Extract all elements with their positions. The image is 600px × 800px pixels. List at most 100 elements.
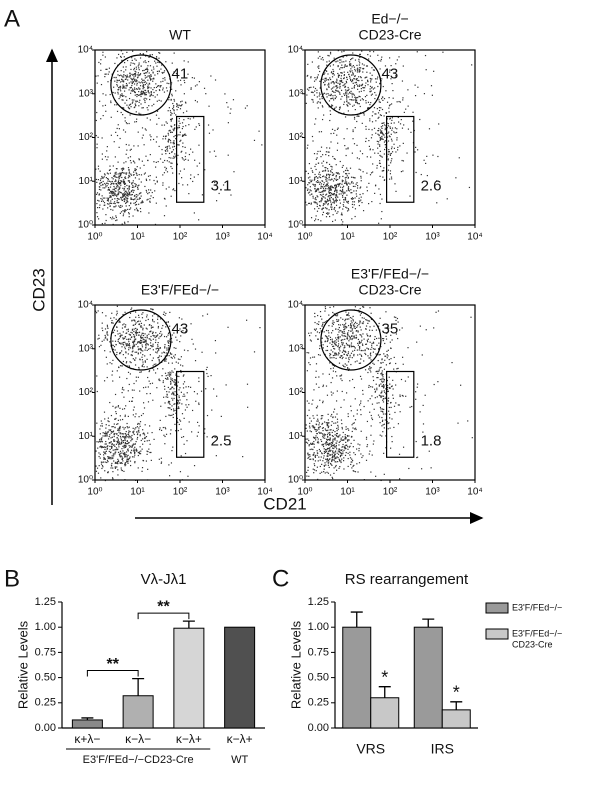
event-dot: [107, 334, 109, 336]
event-dot: [328, 444, 330, 446]
event-dot: [338, 331, 340, 333]
event-dot: [331, 325, 333, 327]
event-dot: [153, 161, 155, 163]
event-dot: [345, 327, 347, 329]
event-dot: [131, 400, 133, 402]
event-dot: [114, 80, 116, 82]
event-dot: [330, 201, 332, 203]
y-tick-label: 10²: [79, 387, 94, 398]
event-dot: [121, 95, 124, 97]
event-dot: [356, 448, 358, 450]
event-dot: [322, 78, 324, 80]
event-dot: [174, 368, 176, 370]
event-dot: [121, 196, 123, 198]
event-dot: [132, 340, 134, 342]
event-dot: [339, 455, 342, 458]
event-dot: [343, 468, 345, 470]
event-dot: [171, 380, 173, 382]
event-dot: [331, 476, 333, 478]
event-dot: [334, 206, 336, 209]
event-dot: [327, 338, 329, 340]
event-dot: [325, 154, 327, 156]
event-dot: [345, 65, 347, 67]
event-dot: [105, 336, 107, 338]
event-dot: [194, 360, 197, 362]
event-dot: [386, 357, 388, 359]
event-dot: [149, 79, 152, 81]
event-dot: [145, 435, 148, 438]
event-dot: [123, 107, 125, 109]
event-dot: [146, 68, 148, 70]
event-dot: [137, 376, 139, 378]
event-dot: [171, 386, 174, 388]
event-dot: [359, 444, 361, 446]
event-dot: [328, 438, 330, 441]
event-dot: [147, 343, 149, 345]
event-dot: [121, 99, 123, 101]
event-dot: [352, 331, 354, 333]
event-dot: [312, 195, 314, 197]
event-dot: [125, 66, 127, 68]
event-dot: [321, 318, 323, 320]
event-dot: [153, 68, 155, 70]
event-dot: [333, 444, 335, 446]
event-dot: [131, 198, 133, 200]
event-dot: [409, 195, 411, 197]
event-dot: [102, 51, 104, 53]
event-dot: [176, 163, 178, 166]
event-dot: [321, 197, 323, 199]
event-dot: [171, 95, 173, 97]
event-dot: [129, 156, 132, 158]
event-dot: [329, 353, 331, 355]
event-dot: [214, 339, 217, 342]
event-dot: [115, 318, 117, 320]
event-dot: [342, 332, 344, 334]
event-dot: [114, 445, 116, 447]
event-dot: [141, 336, 143, 339]
event-dot: [140, 337, 142, 339]
event-dot: [344, 86, 347, 88]
event-dot: [173, 394, 175, 396]
event-dot: [371, 386, 374, 388]
event-dot: [102, 208, 104, 210]
event-dot: [174, 384, 176, 386]
event-dot: [162, 80, 164, 82]
event-dot: [104, 337, 106, 339]
event-dot: [309, 458, 311, 460]
event-dot: [308, 425, 311, 427]
event-dot: [124, 199, 126, 201]
event-dot: [316, 77, 318, 79]
event-dot: [309, 455, 311, 457]
event-dot: [121, 448, 123, 450]
event-dot: [340, 66, 342, 69]
event-dot: [120, 442, 123, 444]
event-dot: [180, 105, 183, 107]
event-dot: [113, 433, 115, 435]
event-dot: [150, 335, 152, 338]
event-dot: [331, 128, 334, 130]
event-dot: [141, 78, 143, 80]
event-dot: [121, 334, 123, 336]
event-dot: [141, 340, 143, 342]
event-dot: [374, 97, 376, 100]
event-dot: [310, 217, 313, 219]
event-dot: [103, 456, 105, 459]
event-dot: [333, 132, 335, 134]
event-dot: [108, 169, 111, 172]
event-dot: [396, 137, 398, 139]
event-dot: [348, 446, 351, 448]
event-dot: [147, 86, 149, 88]
event-dot: [124, 437, 126, 439]
event-dot: [355, 79, 357, 81]
event-dot: [201, 351, 203, 353]
event-dot: [96, 181, 98, 184]
event-dot: [323, 170, 325, 172]
event-dot: [133, 337, 136, 339]
event-dot: [101, 312, 104, 314]
event-dot: [326, 458, 328, 461]
event-dot: [171, 62, 173, 64]
event-dot: [174, 127, 176, 129]
event-dot: [107, 197, 110, 199]
event-dot: [173, 357, 176, 359]
event-dot: [361, 84, 363, 86]
